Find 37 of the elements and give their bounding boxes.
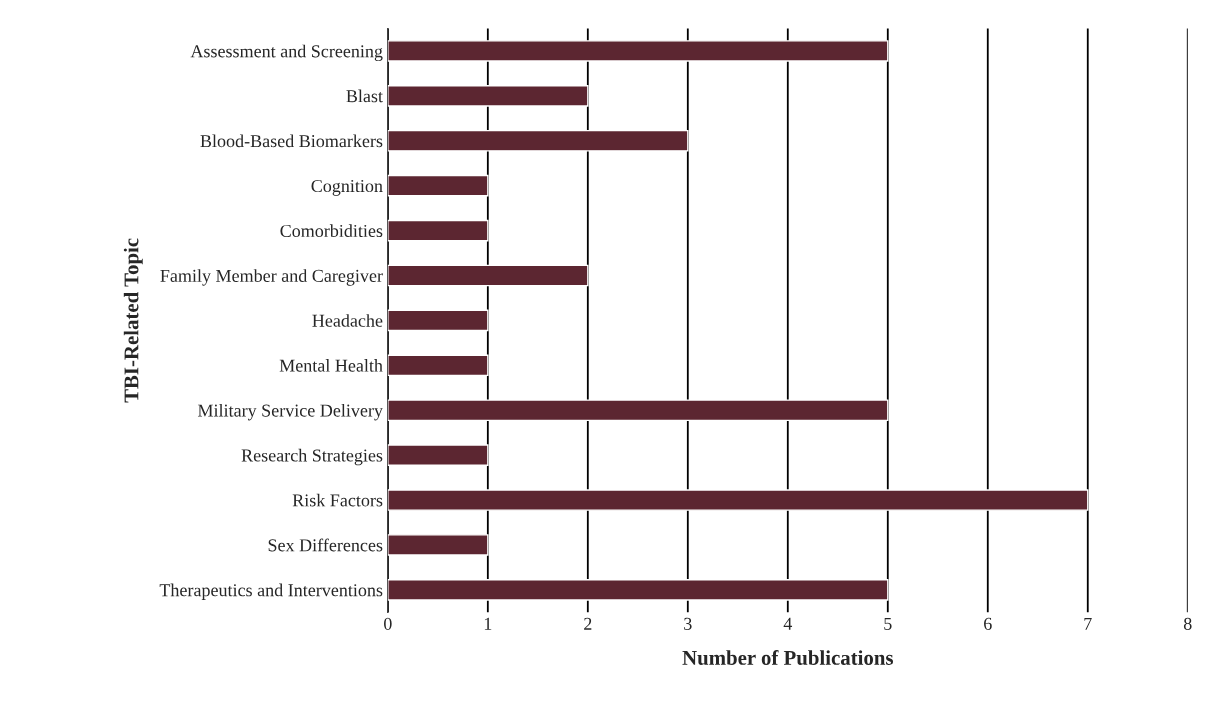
bar xyxy=(387,309,489,332)
bar xyxy=(387,129,689,152)
y-tick-label: Therapeutics and Interventions xyxy=(159,583,383,600)
y-tick-label: Blast xyxy=(346,89,383,103)
bar xyxy=(387,489,1089,511)
x-tick-label: 1 xyxy=(484,617,492,630)
bar xyxy=(387,264,589,287)
bar xyxy=(387,174,489,197)
x-axis-title: Number of Publications xyxy=(682,650,894,665)
y-tick-label: Family Member and Caregiver xyxy=(160,269,383,286)
y-tick-label: Research Strategies xyxy=(241,448,383,466)
bar xyxy=(387,40,889,62)
x-tick-label: 7 xyxy=(1084,617,1092,630)
y-axis-title: TBI-Related Topic xyxy=(123,238,143,403)
y-tick-label: Risk Factors xyxy=(292,493,383,507)
x-tick-label: 5 xyxy=(884,617,892,630)
y-tick-label: Cognition xyxy=(311,179,383,196)
x-tick-label: 3 xyxy=(684,617,692,630)
bar xyxy=(387,444,489,466)
x-tick-label: 2 xyxy=(584,617,592,630)
x-tick-label: 4 xyxy=(783,617,793,630)
bar xyxy=(387,354,489,377)
y-tick-label: Headache xyxy=(312,314,383,327)
x-tick-label: 0 xyxy=(384,617,392,630)
y-tick-label: Comorbidities xyxy=(280,224,383,238)
y-tick-label: Mental Health xyxy=(279,359,383,372)
x-tick-label: 8 xyxy=(1183,617,1192,630)
bar xyxy=(387,219,489,242)
bar xyxy=(387,534,489,556)
bar xyxy=(387,399,889,422)
y-tick-label: Military Service Delivery xyxy=(197,403,383,421)
y-tick-label: Sex Differences xyxy=(268,538,383,552)
bar xyxy=(387,85,589,107)
y-tick-label: Blood-Based Biomarkers xyxy=(200,134,383,148)
y-tick-label: Assessment and Screening xyxy=(190,44,383,62)
x-tick-label: 6 xyxy=(984,617,992,630)
bar xyxy=(387,579,889,601)
